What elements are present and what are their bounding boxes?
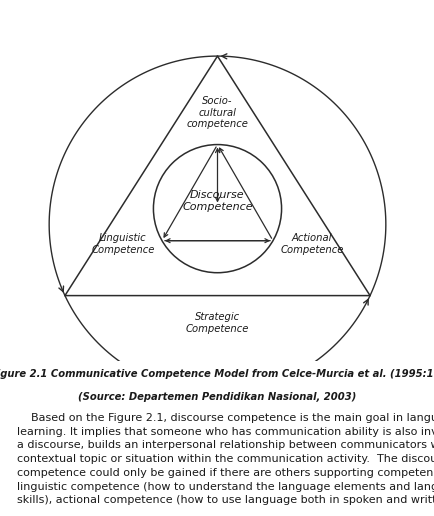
Text: contextual topic or situation within the communication activity.  The discourse: contextual topic or situation within the… [17, 454, 434, 464]
Text: Linguistic
Competence: Linguistic Competence [91, 233, 154, 254]
Text: Based on the Figure 2.1, discourse competence is the main goal in language: Based on the Figure 2.1, discourse compe… [17, 413, 434, 423]
Text: Actional
Competence: Actional Competence [280, 233, 343, 254]
Text: (Source: Departemen Pendidikan Nasional, 2003): (Source: Departemen Pendidikan Nasional,… [78, 392, 356, 402]
Text: Discourse
Competence: Discourse Competence [182, 190, 252, 212]
Text: a discourse, builds an interpersonal relationship between communicators with a: a discourse, builds an interpersonal rel… [17, 440, 434, 450]
Text: Strategic
Competence: Strategic Competence [185, 312, 249, 334]
Text: linguistic competence (how to understand the language elements and language: linguistic competence (how to understand… [17, 481, 434, 492]
Text: skills), actional competence (how to use language both in spoken and written), s: skills), actional competence (how to use… [17, 495, 434, 505]
Text: learning. It implies that someone who has communication ability is also involved: learning. It implies that someone who ha… [17, 427, 434, 437]
Text: competence could only be gained if there are others supporting competence such a: competence could only be gained if there… [17, 468, 434, 478]
Text: Socio-
cultural
competence: Socio- cultural competence [186, 96, 248, 129]
Text: Figure 2.1 Communicative Competence Model from Celce-Murcia et al. (1995:10): Figure 2.1 Communicative Competence Mode… [0, 369, 434, 379]
